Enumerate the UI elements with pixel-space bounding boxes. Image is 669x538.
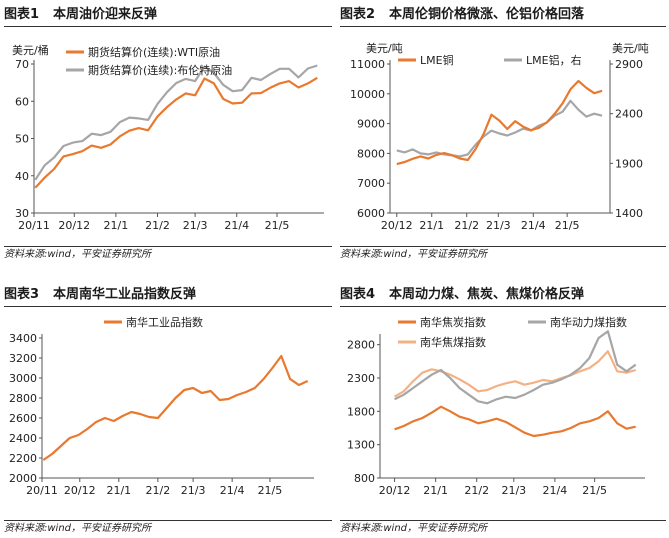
series-line-1: [42, 354, 309, 461]
figure-title: 本周油价迎来反弹: [53, 7, 158, 22]
panel-header: 图表2 本周伦铜价格微涨、伦铝价格回落: [340, 4, 666, 27]
y-axis-unit-label: 美元/桶: [12, 43, 49, 57]
legend-label: 南华焦炭指数: [420, 315, 486, 329]
series-line-1: [34, 76, 318, 189]
legend-label: 南华焦煤指数: [420, 335, 486, 349]
legend-label: LME铝，右: [526, 53, 582, 67]
nanhua-industrial-chart: 2000 2200 2400 2600 2800 3000 3200 3400 20/11 20/…: [9, 315, 314, 497]
y-tick-label: 11000: [350, 58, 385, 71]
x-tick-label: 21/3: [501, 484, 526, 497]
x-tick-label: 21/5: [265, 219, 290, 232]
y-tick-label: 9000: [357, 118, 385, 131]
y-axis-unit-label: 美元/吨: [366, 42, 403, 55]
y-tick-label: 40: [15, 170, 29, 183]
series-line-2: [396, 99, 603, 158]
y-tick-label: 2600: [9, 412, 37, 425]
figure-label: 图表1: [4, 7, 40, 22]
coal-coke-chart: 800 1300 1800 2300 2800 20/12 21/1 21/2 21/3 21/4…: [347, 315, 645, 497]
y-tick-label: 7000: [357, 177, 385, 190]
y-tick-label: 1800: [347, 405, 375, 418]
y-tick-label: 3000: [9, 372, 37, 385]
x-tick-label: 21/4: [224, 219, 249, 232]
figure-label: 图表2: [340, 7, 376, 22]
y-tick-label: 2800: [9, 392, 37, 405]
x-tick-label: 21/3: [183, 219, 208, 232]
panel-header: 图表4 本周动力煤、焦炭、焦煤价格反弹: [340, 284, 666, 307]
x-tick-label: 21/4: [521, 219, 546, 232]
series-line-1: [394, 405, 636, 438]
legend-label: 期货结算价(连续):布伦特原油: [88, 63, 232, 77]
series-line-1: [396, 79, 603, 166]
x-tick-label: 20/12: [58, 219, 90, 232]
chart-panel-1: 图表1 本周油价迎来反弹 30 40 50 60 70 20/11 20/12 21/1 21/2…: [4, 4, 332, 266]
x-tick-label: 21/2: [464, 484, 489, 497]
y-tick-label: 6000: [357, 207, 385, 220]
figure-title: 本周伦铜价格微涨、伦铝价格回落: [389, 7, 585, 22]
y-tick-label: 60: [15, 95, 29, 108]
y2-axis-unit-label: 美元/吨: [612, 42, 649, 55]
x-tick-label: 21/2: [146, 484, 171, 497]
y-tick-label: 30: [15, 207, 29, 220]
source-note: 资料来源:wind，平安证券研究所: [340, 246, 666, 263]
x-tick-label: 21/5: [582, 484, 607, 497]
legend-label: LME铜: [420, 53, 454, 67]
chart-panel-3: 图表3 本周南华工业品指数反弹 2000 2200 2400 2600 2800 3000 3…: [4, 284, 332, 536]
y-tick-label: 2200: [9, 452, 37, 465]
x-tick-label: 20/12: [381, 219, 413, 232]
y-tick-label: 50: [15, 133, 29, 146]
panel-header: 图表1 本周油价迎来反弹: [4, 4, 332, 27]
x-tick-label: 21/2: [454, 219, 479, 232]
y-tick-label: 10000: [350, 88, 385, 101]
figure-title: 本周南华工业品指数反弹: [53, 287, 197, 302]
x-tick-label: 20/12: [64, 484, 96, 497]
chart-panel-4: 图表4 本周动力煤、焦炭、焦煤价格反弹 800 1300 1800 2300 2800 20…: [340, 284, 666, 536]
y-tick-label: 800: [354, 472, 375, 485]
y-tick-label: 1300: [347, 439, 375, 452]
y-tick-label: 2400: [9, 432, 37, 445]
source-note: 资料来源:wind，平安证券研究所: [340, 520, 666, 537]
source-note: 资料来源:wind，平安证券研究所: [4, 520, 332, 537]
series-line-3: [394, 350, 637, 398]
y-tick-label: 3400: [9, 332, 37, 345]
figure-label: 图表3: [4, 287, 40, 302]
y-tick-label: 70: [15, 58, 29, 71]
y2-tick-label: 1900: [615, 157, 643, 170]
x-tick-label: 21/4: [543, 484, 568, 497]
panel-header: 图表3 本周南华工业品指数反弹: [4, 284, 332, 307]
y2-tick-label: 2400: [615, 108, 643, 121]
legend-label: 南华动力煤指数: [550, 315, 627, 329]
x-tick-label: 21/2: [145, 219, 170, 232]
figure-title: 本周动力煤、焦炭、焦煤价格反弹: [389, 287, 585, 302]
x-tick-label: 21/1: [106, 484, 131, 497]
y2-tick-label: 1400: [615, 207, 643, 220]
x-tick-label: 21/1: [423, 484, 448, 497]
y-tick-label: 2300: [347, 372, 375, 385]
x-tick-label: 20/11: [26, 484, 58, 497]
source-note: 资料来源:wind，平安证券研究所: [4, 246, 332, 263]
chart-panel-2: 图表2 本周伦铜价格微涨、伦铝价格回落 6000 7000 8000 9000 10000…: [340, 4, 666, 266]
metal-price-chart: 6000 7000 8000 9000 10000 11000 1400 1900 2400 29…: [350, 42, 649, 232]
legend-label: 期货结算价(连续):WTI原油: [88, 45, 220, 59]
x-tick-label: 21/5: [555, 219, 580, 232]
series-line-2: [34, 64, 318, 181]
x-tick-label: 21/3: [486, 219, 511, 232]
x-tick-label: 20/12: [379, 484, 411, 497]
y-tick-label: 3200: [9, 352, 37, 365]
legend-label: 南华工业品指数: [126, 315, 203, 329]
y-tick-label: 8000: [357, 147, 385, 160]
x-tick-label: 21/1: [419, 219, 444, 232]
x-tick-label: 21/5: [258, 484, 283, 497]
x-tick-label: 21/3: [181, 484, 206, 497]
y-tick-label: 2000: [9, 472, 37, 485]
oil-price-chart: 30 40 50 60 70 20/11 20/12 21/1 21/2 21/3 21/4 21/5…: [12, 43, 324, 232]
x-tick-label: 20/11: [18, 219, 50, 232]
figure-label: 图表4: [340, 287, 376, 302]
y2-tick-label: 2900: [615, 58, 643, 71]
x-tick-label: 21/1: [104, 219, 129, 232]
y-tick-label: 2800: [347, 339, 375, 352]
series-line-2: [394, 330, 637, 405]
x-tick-label: 21/4: [220, 484, 245, 497]
